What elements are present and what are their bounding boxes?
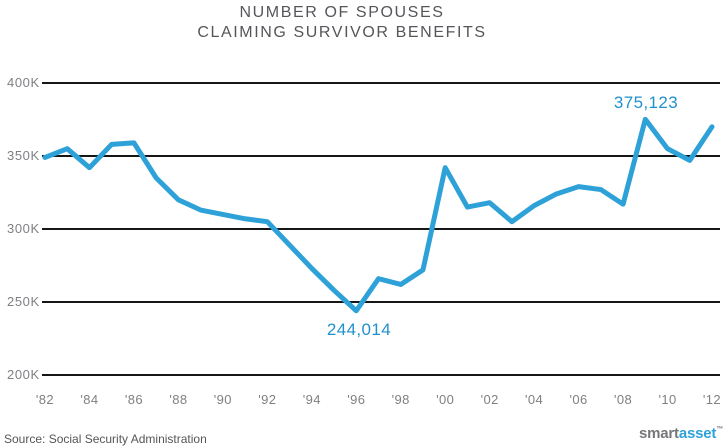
x-tick-label: '92 — [258, 392, 277, 407]
x-tick-label: '00 — [436, 392, 455, 407]
x-tick-label: '90 — [213, 392, 232, 407]
x-tick-label: '94 — [302, 392, 321, 407]
annotation-trough-value: 244,014 — [326, 320, 392, 339]
x-tick-label: '06 — [569, 392, 588, 407]
y-tick-label: 350K — [7, 148, 40, 164]
x-tick-label: '04 — [525, 392, 544, 407]
y-tick-label: 250K — [7, 294, 40, 310]
x-tick-label: '12 — [702, 392, 722, 407]
y-tick-label: 200K — [7, 367, 40, 383]
y-tick-label: 300K — [7, 221, 40, 237]
x-tick-label: '96 — [347, 392, 366, 407]
x-tick-label: '82 — [35, 392, 55, 407]
x-tick-label: '98 — [391, 392, 410, 407]
logo-asset-text: asset — [678, 425, 717, 442]
trademark-symbol: ™ — [716, 426, 723, 433]
x-tick-label: '88 — [169, 392, 188, 407]
smartasset-logo: smartasset™ — [639, 425, 723, 442]
x-tick-label: '10 — [658, 392, 677, 407]
x-tick-label: '02 — [480, 392, 499, 407]
source-note: Source: Social Security Administration — [4, 432, 207, 446]
chart-title: NUMBER OF SPOUSES CLAIMING SURVIVOR BENE… — [0, 3, 684, 43]
data-line — [42, 116, 715, 314]
y-tick-label: 400K — [7, 75, 40, 91]
x-tick-label: '08 — [613, 392, 633, 407]
chart-title-line2: CLAIMING SURVIVOR BENEFITS — [197, 24, 487, 41]
x-tick-label: '86 — [124, 392, 143, 407]
logo-smart-text: smart — [638, 425, 679, 442]
x-tick-label: '84 — [80, 392, 99, 407]
annotation-peak-value: 375,123 — [613, 93, 679, 112]
chart-title-line1: NUMBER OF SPOUSES — [239, 4, 445, 21]
